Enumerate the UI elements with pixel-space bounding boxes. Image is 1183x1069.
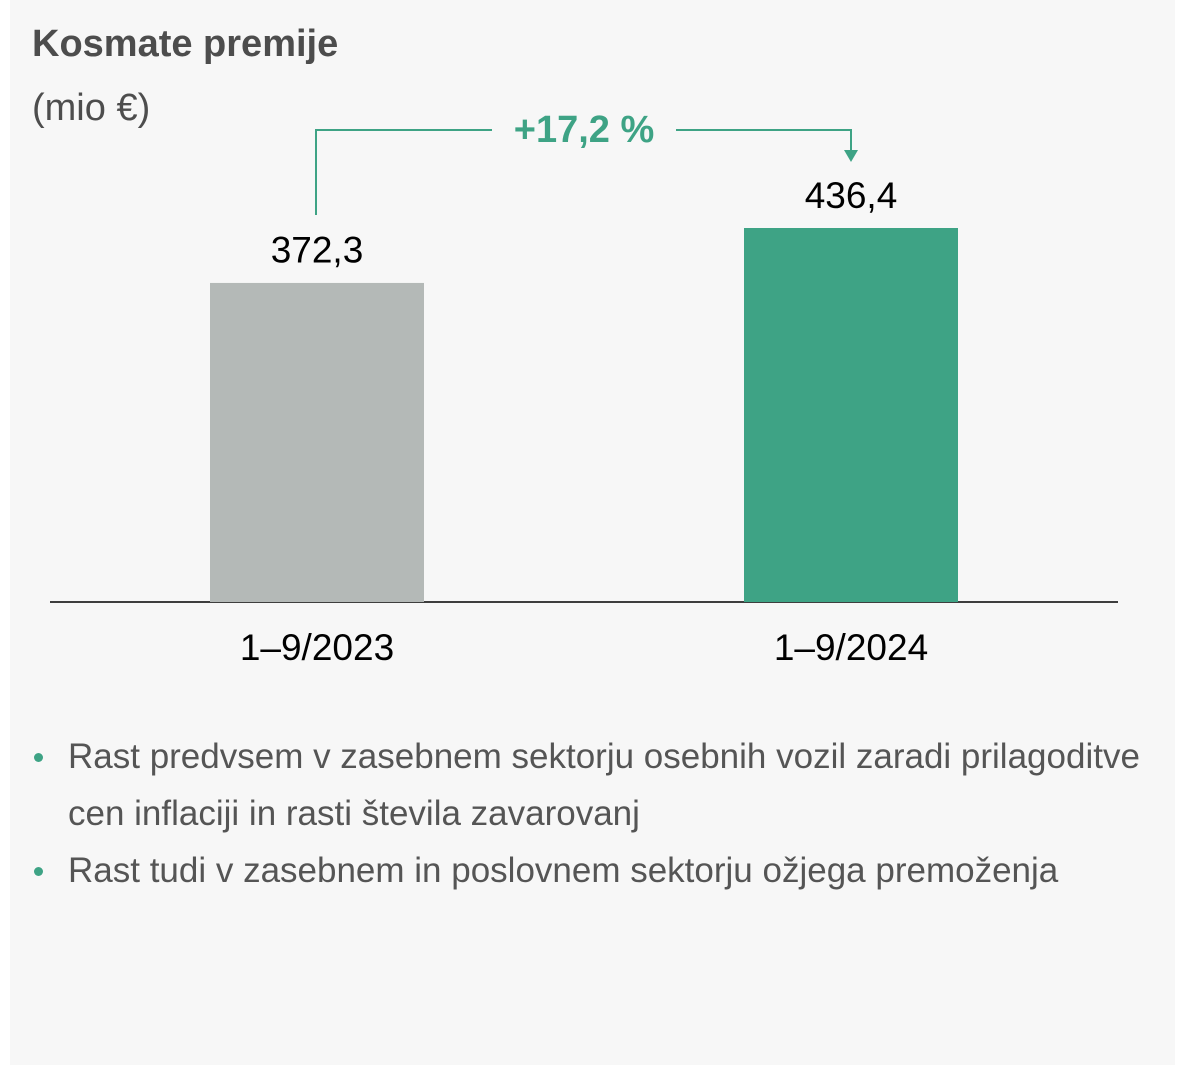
arrow-head xyxy=(844,150,858,162)
bullet-list: Rast predvsem v zasebnem sektorju osebni… xyxy=(30,728,1165,899)
x-tick-label: 1–9/2024 xyxy=(774,627,928,668)
x-tick-label: 1–9/2023 xyxy=(240,627,394,668)
chart-title: Kosmate premije xyxy=(32,23,338,65)
bracket-left xyxy=(315,129,492,215)
bullet-item: Rast predvsem v zasebnem sektorju osebni… xyxy=(30,728,1165,842)
panel xyxy=(10,0,1175,1065)
bullet-item: Rast tudi v zasebnem in poslovnem sektor… xyxy=(30,842,1165,899)
data-label: 436,4 xyxy=(805,175,898,216)
chart-subtitle: (mio €) xyxy=(32,87,150,129)
chart: Kosmate premije (mio €) +17,2 % 372,3 1–9… xyxy=(32,23,1118,668)
bar xyxy=(210,282,424,602)
data-label: 372,3 xyxy=(271,230,364,271)
bar xyxy=(744,228,958,603)
bracket-right xyxy=(676,129,852,152)
growth-annotation: +17,2 % xyxy=(514,109,655,151)
